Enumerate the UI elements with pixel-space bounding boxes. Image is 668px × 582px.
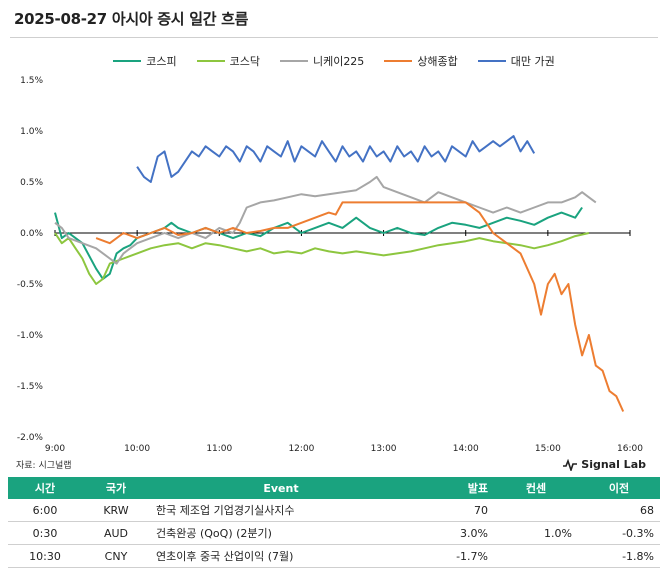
series-line (95, 201, 625, 412)
cell-event: 건축완공 (QoQ) (2분기) (150, 521, 412, 545)
cell-country: AUD (82, 521, 150, 545)
header-consensus: 컨센 (525, 482, 547, 495)
cell-previous: -0.3% (578, 521, 660, 545)
cell-event: 연초이후 중국 산업이익 (7월) (150, 544, 412, 568)
legend-item: 대만 가권 (477, 53, 555, 69)
series-line (54, 175, 597, 265)
y-tick-label: 0.5% (20, 178, 43, 188)
legend-label: 대만 가권 (510, 55, 555, 68)
table-row: 6:00 KRW 한국 제조업 기업경기실사지수 70 68 (8, 499, 660, 522)
legend-label: 코스닥 (229, 55, 260, 68)
header-country: 국가 (105, 482, 127, 495)
legend-item: 코스피 (113, 53, 177, 69)
cell-consensus (494, 499, 578, 522)
cell-time: 0:30 (8, 521, 82, 545)
legend-swatch (196, 60, 225, 62)
y-tick-label: 1.0% (20, 127, 43, 137)
legend-item: 상해종합 (384, 53, 458, 69)
y-tick-label: -2.0% (17, 433, 44, 443)
x-tick-label: 10:00 (124, 444, 150, 454)
chart-legend: 코스피 코스닥 니케이225 상해종합 대만 가권 (0, 53, 668, 69)
source-note: 자료: 시그널랩 (16, 461, 72, 471)
y-tick-label: 0.0% (20, 229, 43, 239)
legend-label: 니케이225 (312, 55, 365, 68)
brand-logo: Signal Lab (563, 458, 646, 471)
cell-actual: -1.7% (412, 544, 494, 568)
legend-label: 상해종합 (417, 55, 458, 68)
x-tick-label: 13:00 (371, 444, 397, 454)
cell-actual: 70 (412, 499, 494, 522)
x-tick-label: 9:00 (45, 444, 65, 454)
economic-calendar-table: 시간 국가 Event 발표 컨센 이전 6:00 KRW 한국 제조업 기업경… (8, 477, 660, 568)
legend-swatch (477, 60, 506, 62)
cell-country: KRW (82, 499, 150, 522)
chart-title: 2025-08-27 아시아 증시 일간 흐름 (14, 10, 249, 28)
y-tick-label: 1.5% (20, 76, 43, 86)
cell-time: 10:30 (8, 544, 82, 568)
series-line (54, 232, 590, 285)
table-row: 0:30 AUD 건축완공 (QoQ) (2분기) 3.0% 1.0% -0.3… (8, 521, 660, 545)
brand-name: Signal Lab (581, 458, 646, 471)
legend-swatch (279, 60, 308, 62)
series-line (54, 206, 583, 280)
cell-previous: -1.8% (578, 544, 660, 568)
y-tick-label: -0.5% (17, 280, 44, 290)
y-tick-label: -1.5% (17, 382, 44, 392)
cell-previous: 68 (578, 499, 660, 522)
y-tick-label: -1.0% (17, 331, 44, 341)
x-tick-label: 12:00 (288, 444, 314, 454)
header-previous: 이전 (608, 482, 630, 495)
line-chart: 1.5% 1.0% 0.5% 0.0% -0.5% -1.0% -1.5% -2.0%9:00… (17, 76, 643, 454)
legend-item: 코스닥 (196, 53, 260, 69)
legend-item: 니케이225 (279, 53, 365, 69)
series-line (136, 135, 536, 183)
cell-event: 한국 제조업 기업경기실사지수 (150, 499, 412, 522)
legend-swatch (113, 60, 142, 62)
cell-actual: 3.0% (412, 521, 494, 545)
x-tick-label: 14:00 (453, 444, 479, 454)
table-header-row: 시간 국가 Event 발표 컨센 이전 (8, 477, 660, 499)
x-tick-label: 16:00 (617, 444, 643, 454)
header-time: 시간 (34, 482, 56, 495)
legend-label: 코스피 (146, 55, 177, 68)
header-event: Event (263, 481, 299, 495)
legend-swatch (384, 60, 413, 62)
pulse-icon (563, 458, 578, 471)
title-divider (10, 37, 658, 38)
cell-consensus (494, 544, 578, 568)
cell-country: CNY (82, 544, 150, 568)
x-tick-label: 11:00 (206, 444, 232, 454)
x-tick-label: 15:00 (535, 444, 561, 454)
cell-consensus: 1.0% (494, 521, 578, 545)
header-actual: 발표 (467, 482, 488, 495)
cell-time: 6:00 (8, 499, 82, 522)
table-row: 10:30 CNY 연초이후 중국 산업이익 (7월) -1.7% -1.8% (8, 544, 660, 568)
